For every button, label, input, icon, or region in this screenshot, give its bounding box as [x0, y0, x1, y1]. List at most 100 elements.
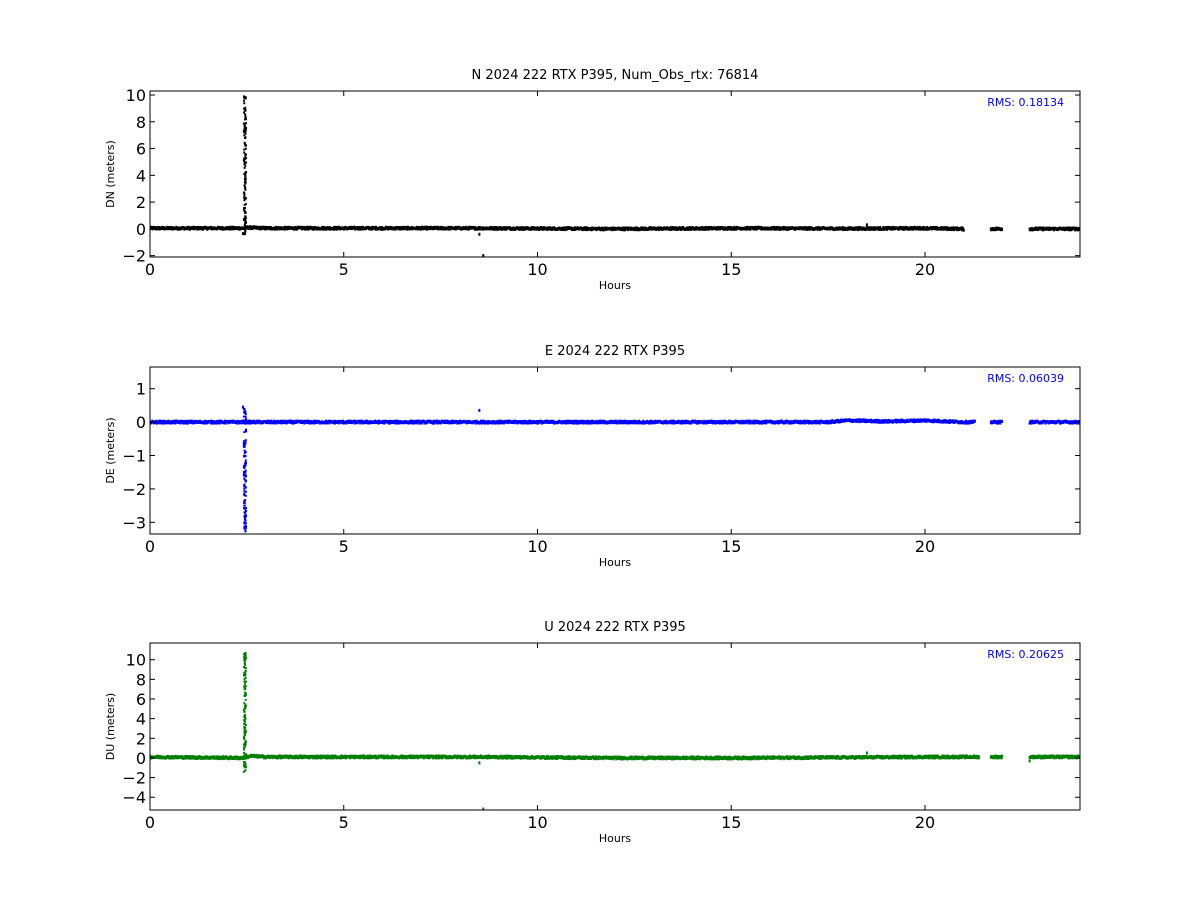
- data-point: [242, 472, 245, 475]
- data-series: [150, 95, 1080, 257]
- data-point: [478, 232, 481, 236]
- data-point: [244, 155, 247, 158]
- data-point: [432, 419, 435, 423]
- data-point: [303, 421, 306, 425]
- data-point: [243, 454, 246, 457]
- data-point: [244, 469, 247, 472]
- data-point: [243, 466, 246, 469]
- data-point: [415, 421, 418, 425]
- data-point: [244, 439, 247, 442]
- data-point: [243, 477, 246, 480]
- data-point: [243, 102, 246, 105]
- data-point: [242, 95, 245, 98]
- data-point: [720, 419, 723, 423]
- data-point: [244, 144, 247, 147]
- data-point: [427, 756, 430, 760]
- data-point: [244, 475, 247, 478]
- data-point: [242, 191, 245, 194]
- data-point: [244, 499, 247, 502]
- data-point: [564, 421, 567, 425]
- data-point: [244, 225, 247, 228]
- data-point: [244, 522, 247, 525]
- data-point: [1029, 419, 1032, 423]
- data-point: [1078, 227, 1080, 231]
- data-point: [374, 225, 377, 229]
- data-point: [377, 421, 380, 425]
- x-tick-label: 5: [339, 260, 349, 279]
- data-point: [243, 161, 246, 164]
- y-tick-label: 0: [136, 413, 146, 432]
- y-tick-label: 4: [136, 166, 146, 185]
- data-point: [243, 501, 246, 504]
- data-point: [745, 227, 748, 231]
- data-point: [244, 516, 247, 519]
- data-point: [243, 408, 246, 411]
- data-point: [243, 431, 246, 434]
- data-point: [243, 440, 246, 443]
- data-point: [672, 419, 675, 423]
- data-point: [243, 148, 246, 151]
- data-point: [243, 483, 246, 486]
- data-point: [244, 215, 247, 218]
- x-tick-label: 10: [527, 260, 547, 279]
- data-point: [406, 227, 409, 231]
- data-point: [244, 96, 247, 99]
- data-point: [563, 226, 566, 230]
- data-point: [243, 124, 246, 127]
- data-point: [245, 429, 248, 432]
- data-point: [244, 418, 247, 421]
- data-point: [150, 754, 152, 758]
- data-point: [244, 473, 247, 476]
- data-point: [1058, 419, 1061, 423]
- data-point: [244, 203, 247, 206]
- data-point: [244, 109, 247, 112]
- data-point: [244, 206, 247, 209]
- data-point: [353, 421, 356, 425]
- x-tick-label: 5: [339, 537, 349, 556]
- data-point: [244, 173, 247, 176]
- data-point: [244, 464, 247, 467]
- y-tick-label: 1: [136, 380, 146, 399]
- data-point: [248, 421, 251, 425]
- y-tick-label: −3: [122, 513, 146, 532]
- data-point: [244, 530, 247, 533]
- data-point: [243, 487, 246, 490]
- data-point: [244, 514, 247, 517]
- y-tick-label: −1: [122, 447, 146, 466]
- data-point: [390, 756, 393, 760]
- data-point: [715, 227, 718, 231]
- data-point: [243, 506, 246, 509]
- data-point: [244, 122, 247, 125]
- x-tick-label: 20: [915, 260, 935, 279]
- data-point: [244, 443, 247, 446]
- data-point: [243, 449, 246, 452]
- data-point: [244, 177, 247, 180]
- data-point: [243, 492, 246, 495]
- data-point: [242, 232, 244, 236]
- x-tick-label: 0: [145, 537, 155, 556]
- data-point: [244, 136, 247, 139]
- data-point: [243, 504, 246, 507]
- data-point: [243, 196, 246, 199]
- data-series: [150, 651, 1080, 810]
- data-point: [242, 122, 245, 125]
- data-point: [243, 207, 246, 210]
- y-tick-label: 10: [126, 86, 146, 105]
- data-point: [242, 159, 245, 162]
- data-point: [245, 157, 248, 160]
- data-point: [244, 479, 247, 482]
- data-point: [886, 227, 889, 231]
- data-point: [244, 113, 247, 116]
- data-point: [244, 211, 247, 214]
- data-point: [244, 494, 247, 497]
- data-point: [244, 175, 247, 178]
- plot-frame: [149, 90, 1081, 258]
- data-point: [770, 225, 773, 229]
- data-point: [245, 428, 248, 431]
- data-point: [244, 415, 247, 418]
- data-point: [245, 419, 248, 423]
- data-point: [922, 227, 925, 231]
- data-point: [894, 418, 897, 422]
- data-point: [244, 480, 247, 483]
